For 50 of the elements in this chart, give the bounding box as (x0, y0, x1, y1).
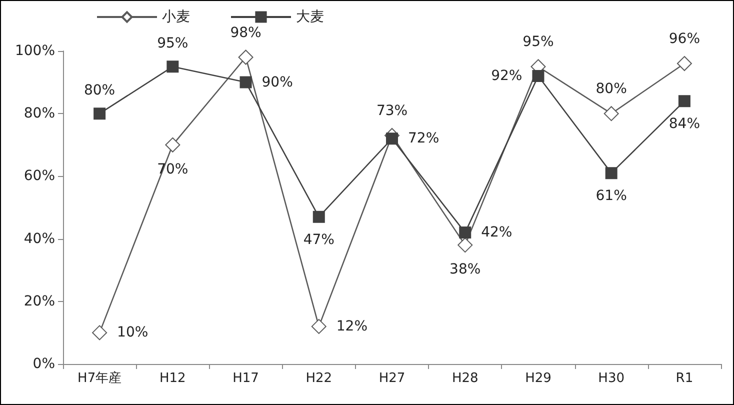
y-tick-label: 20% (24, 293, 55, 310)
legend-label: 小麦 (162, 9, 190, 25)
point (240, 76, 252, 88)
x-tick-label: H29 (525, 371, 552, 386)
point (92, 325, 108, 340)
point (532, 70, 544, 82)
point (676, 56, 692, 72)
data-label: 95% (157, 36, 188, 52)
y-tick-label: 80% (24, 106, 55, 122)
legend-label: 大麦 (296, 9, 324, 25)
data-label: 96% (668, 31, 700, 48)
x-tick-label: H28 (452, 371, 478, 386)
data-label: 95% (522, 34, 554, 50)
point (94, 108, 106, 120)
x-tick-label: H12 (160, 371, 186, 386)
data-label: 72% (408, 130, 440, 147)
point (604, 106, 619, 122)
y-tick-label: 40% (24, 230, 55, 247)
point (165, 137, 180, 152)
y-tick-label: 0% (32, 356, 55, 372)
data-label: 80% (596, 81, 627, 98)
x-tick-label: H30 (598, 371, 624, 386)
point (166, 60, 179, 73)
x-tick-label: H22 (306, 371, 332, 386)
point (238, 50, 254, 65)
data-label: 10% (117, 324, 148, 341)
data-label: 92% (491, 68, 522, 84)
data-label: 38% (450, 262, 481, 278)
x-tick-label: H27 (378, 371, 406, 386)
point (458, 238, 473, 253)
data-label: 98% (230, 24, 262, 41)
point (312, 210, 325, 223)
x-tick-label: H7年産 (78, 370, 122, 386)
data-label: 90% (262, 74, 293, 90)
data-label: 73% (376, 103, 408, 120)
y-tick-label: 100% (14, 43, 55, 59)
data-label: 84% (668, 116, 700, 132)
data-label: 42% (481, 224, 512, 241)
point (605, 167, 618, 180)
point (311, 318, 326, 334)
data-label: 80% (84, 82, 116, 99)
point (459, 226, 472, 239)
point (678, 95, 690, 108)
data-label: 12% (336, 318, 368, 334)
x-tick-label: H17 (232, 371, 259, 386)
data-label: 61% (596, 188, 627, 204)
data-label: 47% (303, 232, 334, 248)
y-tick-label: 60% (24, 168, 55, 184)
point (386, 132, 398, 145)
x-tick-label: R1 (676, 371, 694, 386)
